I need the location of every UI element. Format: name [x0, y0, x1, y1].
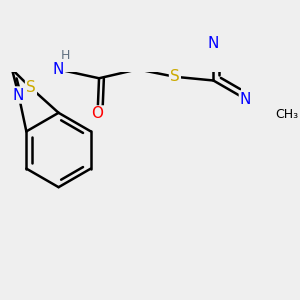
Text: O: O	[92, 106, 104, 122]
Text: N: N	[208, 36, 219, 51]
Text: N: N	[240, 92, 251, 106]
Text: H: H	[61, 50, 70, 62]
Text: N: N	[13, 88, 24, 103]
Text: S: S	[170, 69, 180, 84]
Text: N: N	[52, 62, 64, 77]
Text: CH₃: CH₃	[275, 108, 298, 121]
Text: S: S	[26, 80, 36, 95]
